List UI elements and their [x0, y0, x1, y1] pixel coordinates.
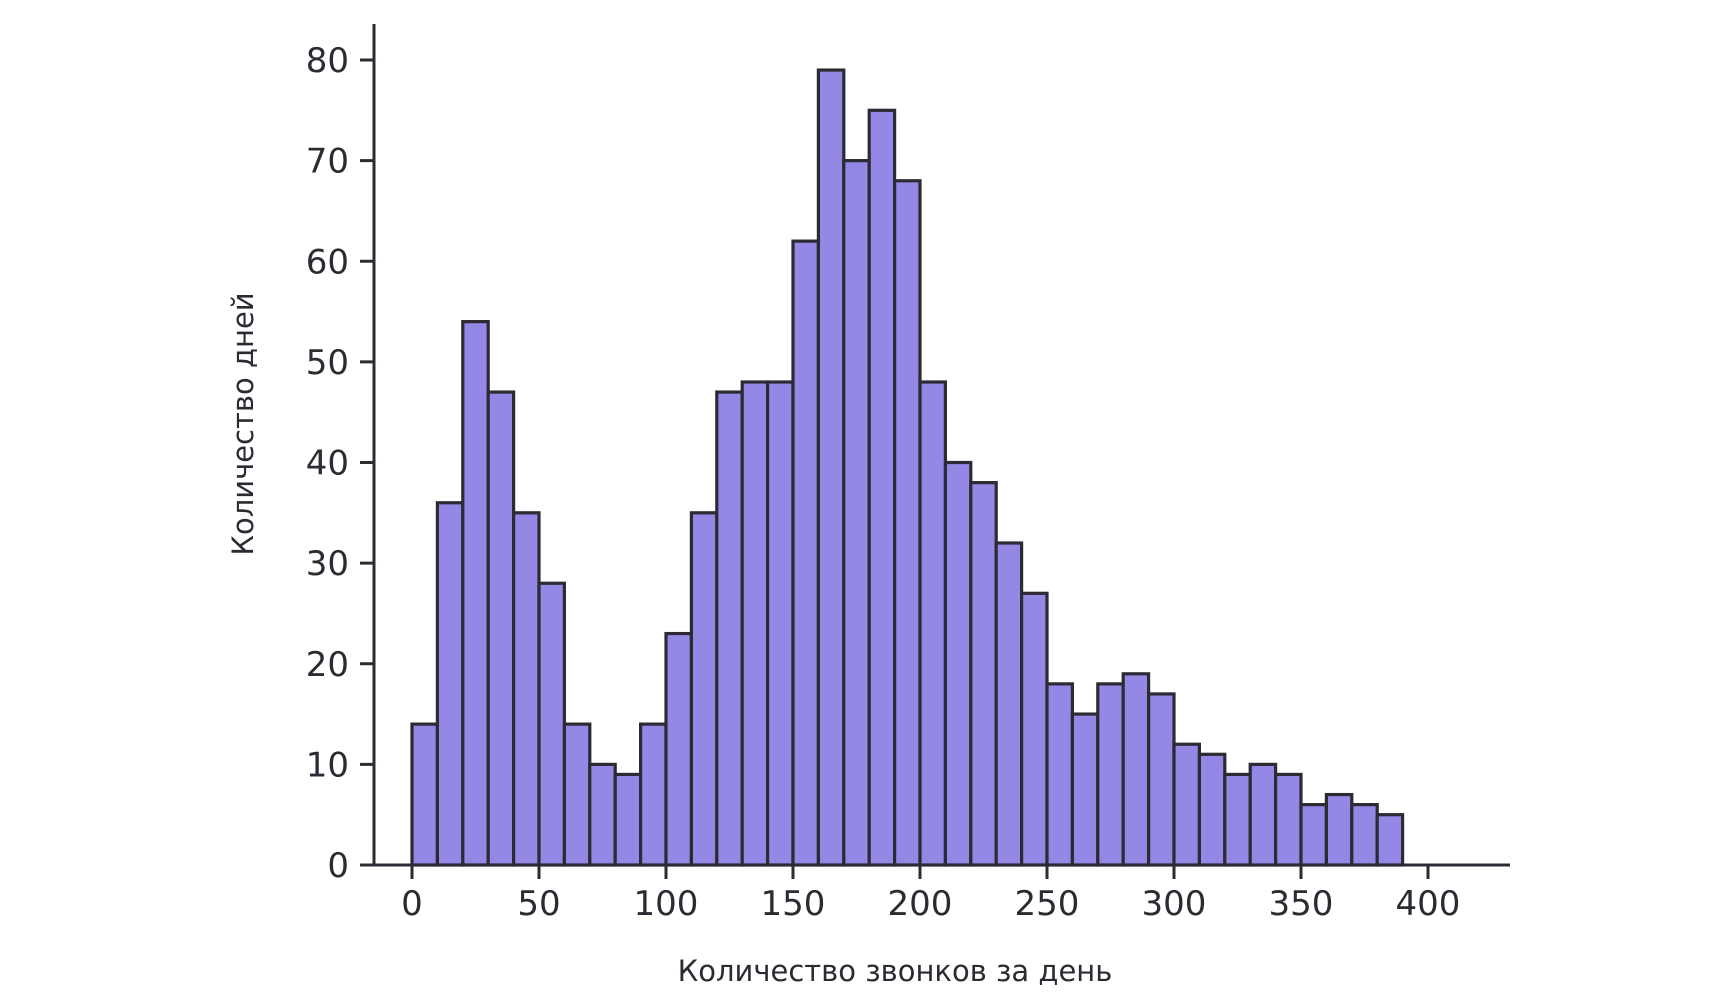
- histogram-bar: [892, 179, 922, 867]
- x-axis-label: Количество звонков за день: [678, 954, 1113, 988]
- histogram-bar: [1019, 591, 1049, 867]
- histogram-bar: [1299, 803, 1328, 867]
- histogram-bar: [486, 390, 516, 867]
- histogram-bar: [562, 722, 592, 867]
- bars-group: [410, 68, 1405, 867]
- histogram-bar: [511, 511, 541, 867]
- histogram-bar: [1324, 792, 1354, 867]
- histogram-bar: [410, 722, 439, 867]
- histogram-bar: [613, 772, 643, 867]
- histogram-bar: [994, 541, 1024, 867]
- histogram-bar: [1197, 752, 1227, 867]
- x-ticks-group: 0 50 100 150 200 250 300 350 400: [401, 865, 1460, 924]
- y-tick-label: 0: [327, 846, 349, 886]
- histogram-bar: [664, 631, 693, 867]
- histogram-bar: [1375, 813, 1405, 867]
- histogram-bar: [943, 460, 973, 867]
- y-axis-label: Количество дней: [226, 292, 260, 555]
- x-tick-label: 350: [1269, 884, 1334, 924]
- y-tick-label: 40: [306, 444, 349, 484]
- y-tick-label: 70: [306, 142, 349, 182]
- histogram-bar: [1172, 742, 1201, 867]
- y-tick-label: 50: [306, 343, 349, 383]
- histogram-bar: [1273, 772, 1303, 867]
- y-tick-label: 60: [306, 242, 349, 282]
- histogram-bar: [1248, 762, 1278, 867]
- histogram-bar: [715, 390, 744, 867]
- histogram-bar: [1096, 682, 1125, 867]
- histogram-bar: [588, 762, 617, 867]
- histogram-bar: [740, 380, 770, 867]
- histogram-bar: [638, 722, 668, 867]
- histogram-bar: [791, 239, 820, 867]
- histogram-bar: [816, 68, 846, 867]
- x-tick-label: 200: [888, 884, 953, 924]
- y-tick-label: 30: [306, 544, 349, 584]
- x-tick-label: 250: [1015, 884, 1080, 924]
- y-tick-label: 10: [306, 745, 349, 785]
- y-ticks-group: 0 10 20 30 40 50 60 70 80: [306, 41, 374, 886]
- histogram-bar: [435, 501, 465, 867]
- y-tick-label: 80: [306, 41, 349, 81]
- histogram-bar: [867, 108, 897, 867]
- y-tick-label: 20: [306, 645, 349, 685]
- histogram-bar: [1146, 692, 1176, 867]
- x-tick-label: 50: [517, 884, 560, 924]
- histogram-bar: [537, 581, 566, 867]
- histogram-bar: [1121, 672, 1151, 867]
- histogram-bar: [1045, 682, 1074, 867]
- histogram-bar: [1223, 772, 1252, 867]
- histogram-bar: [1070, 712, 1100, 867]
- histogram-bar: [842, 159, 871, 867]
- histogram-bar: [765, 380, 795, 867]
- x-tick-label: 0: [401, 884, 423, 924]
- x-tick-label: 150: [761, 884, 826, 924]
- histogram-bar: [689, 511, 719, 867]
- histogram-bar: [1350, 803, 1379, 867]
- x-tick-label: 400: [1396, 884, 1461, 924]
- histogram-bar: [918, 380, 947, 867]
- histogram-bar: [969, 481, 998, 867]
- x-tick-label: 100: [634, 884, 699, 924]
- x-tick-label: 300: [1142, 884, 1207, 924]
- histogram-bar: [461, 320, 490, 867]
